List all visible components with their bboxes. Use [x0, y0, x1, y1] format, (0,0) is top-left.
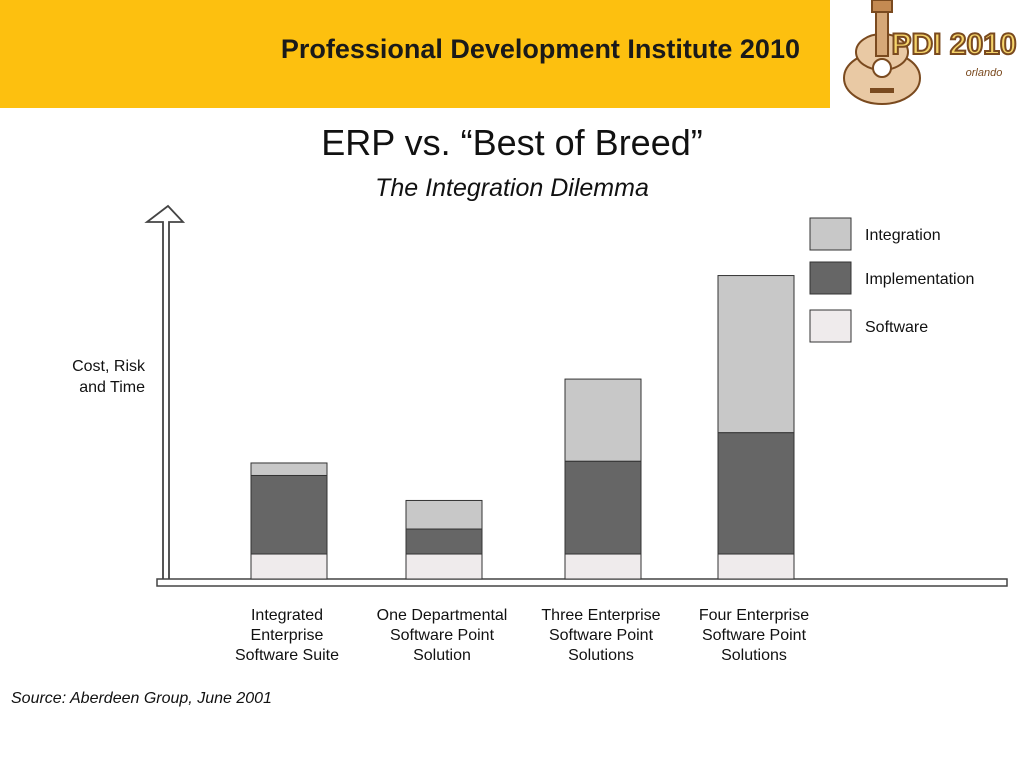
bar-integration: [717, 275, 795, 434]
guitar-soundhole: [872, 58, 892, 78]
legend-swatch-implementation: [809, 261, 852, 295]
x-tick-label: Software Point: [390, 627, 495, 644]
x-tick-label: Enterprise: [251, 627, 324, 644]
bar-implementation: [405, 528, 483, 555]
x-tick-label: Software Point: [549, 627, 654, 644]
y-axis-arrow: [144, 204, 186, 579]
bar-software: [717, 553, 795, 580]
x-tick-label: Integrated: [251, 607, 323, 624]
legend-swatch-software: [809, 309, 852, 343]
x-tick-label: Solution: [413, 647, 471, 664]
bar-integration: [405, 499, 483, 530]
legend-label-software: Software: [865, 319, 928, 336]
pdi-logo: PDI 2010 orlando: [843, 0, 1018, 105]
bar-software: [405, 553, 483, 580]
x-tick-label: Solutions: [568, 647, 634, 664]
bar-integration: [250, 462, 328, 476]
bar-software: [250, 553, 328, 580]
bar-integration: [564, 378, 642, 462]
x-tick-label: Software Point: [702, 627, 807, 644]
x-axis-line: [156, 578, 1008, 587]
stacked-bar-chart: Cost, Risk and Time Integrated Enterprise So…: [72, 204, 1008, 664]
source-note: Source: Aberdeen Group, June 2001: [11, 690, 272, 707]
x-tick-label: Four Enterprise: [699, 607, 809, 624]
x-tick-label: Software Suite: [235, 647, 339, 664]
bar-implementation: [250, 474, 328, 555]
header-band: Professional Development Institute 2010: [0, 0, 830, 108]
guitar-headstock: [871, 0, 893, 13]
slide-title: ERP vs. “Best of Breed”: [321, 122, 703, 163]
guitar-bridge: [870, 88, 894, 93]
header-title: Professional Development Institute 2010: [280, 34, 800, 64]
y-axis-label-line: and Time: [79, 379, 145, 396]
logo-subtext: orlando: [966, 67, 1003, 79]
x-tick-label: Solutions: [721, 647, 787, 664]
bar-implementation: [564, 460, 642, 555]
y-axis-label-line: Cost, Risk: [72, 358, 146, 375]
x-tick-label: One Departmental: [377, 607, 508, 624]
bar-software: [564, 553, 642, 580]
x-tick-label: Three Enterprise: [541, 607, 660, 624]
legend-swatch-integration: [809, 217, 852, 251]
slide-subtitle: The Integration Dilemma: [375, 174, 649, 202]
legend-label-integration: Integration: [865, 227, 941, 244]
legend-label-implementation: Implementation: [865, 271, 974, 288]
bar-implementation: [717, 432, 795, 555]
logo-text: PDI 2010: [891, 28, 1016, 61]
